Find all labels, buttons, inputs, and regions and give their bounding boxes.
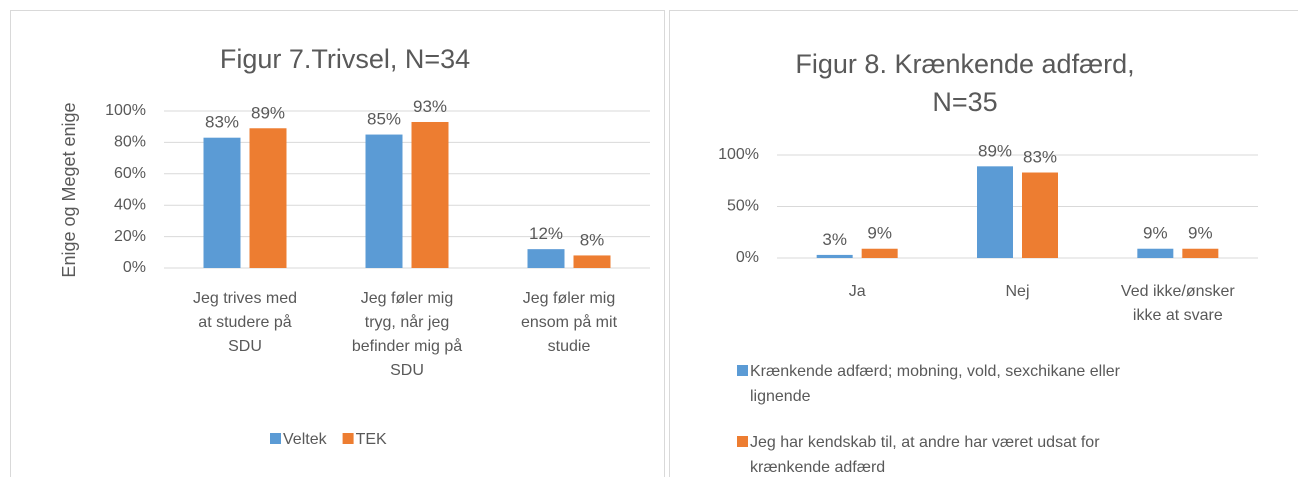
data-label: 9%	[1188, 224, 1213, 243]
legend-label: Krænkende adfærd; mobning, vold, sexchik…	[750, 363, 1121, 405]
y-tick-label: 50%	[727, 198, 759, 215]
chart-title: Figur 7.Trivsel, N=34	[220, 44, 470, 74]
bar	[861, 248, 898, 258]
bar	[203, 137, 241, 268]
bar	[1182, 248, 1219, 258]
chart-frame	[10, 10, 665, 477]
y-tick-label: 40%	[114, 196, 146, 213]
legend-swatch	[270, 433, 281, 444]
legend-swatch	[737, 365, 748, 376]
bar	[573, 255, 611, 268]
bar	[977, 166, 1013, 258]
legend-label: Jeg har kendskab til, at andre har været…	[750, 434, 1100, 476]
y-tick-label: 80%	[114, 134, 146, 151]
x-tick-label: Jeg trives med at studere på SDU	[193, 290, 297, 355]
data-label: 3%	[822, 230, 847, 249]
y-tick-label: 0%	[123, 259, 146, 276]
data-label: 12%	[529, 224, 563, 243]
data-label: 85%	[367, 110, 401, 129]
x-tick-label: Ja	[849, 283, 866, 300]
y-tick-label: 100%	[105, 102, 146, 119]
bar	[527, 249, 565, 268]
y-tick-label: 20%	[114, 228, 146, 245]
x-tick-label: Jeg føler mig tryg, når jeg befinder mig p…	[352, 290, 462, 379]
legend-swatch	[737, 436, 748, 447]
y-axis-label: Enige og Meget enige	[59, 102, 79, 277]
y-tick-label: 60%	[114, 165, 146, 182]
chart-title: Figur 8. Krænkende adfærd, N=35	[795, 49, 1134, 117]
y-tick-label: 0%	[736, 249, 759, 266]
x-tick-label: Nej	[1005, 283, 1029, 300]
legend-label: Veltek	[283, 431, 328, 448]
legend-swatch	[342, 433, 354, 444]
bar	[411, 121, 449, 269]
x-tick-label: Ved ikke/ønsker ikke at svare	[1121, 283, 1236, 324]
data-label: 83%	[1023, 148, 1057, 167]
data-label: 9%	[1143, 224, 1168, 243]
bar	[365, 134, 403, 268]
y-tick-label: 100%	[718, 146, 759, 163]
chart-frame	[669, 10, 1298, 477]
data-label: 89%	[978, 141, 1012, 160]
x-tick-label: Jeg føler mig ensom på mit studie	[521, 290, 618, 355]
data-label: 83%	[205, 113, 239, 132]
bar	[1022, 172, 1058, 258]
data-label: 93%	[413, 97, 447, 116]
data-label: 9%	[867, 224, 892, 243]
legend-label: TEK	[356, 431, 387, 448]
bar	[249, 128, 287, 268]
bar	[1137, 248, 1174, 258]
data-label: 89%	[251, 103, 285, 122]
bar	[816, 254, 853, 258]
data-label: 8%	[580, 230, 605, 249]
